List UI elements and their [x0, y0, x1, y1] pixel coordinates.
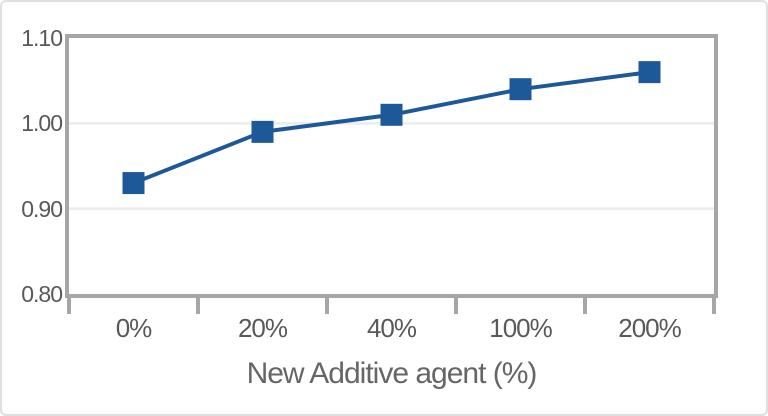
x-axis-tick-label: 100% — [489, 313, 553, 343]
data-series-line — [132, 70, 650, 185]
data-point-marker — [509, 78, 532, 101]
data-point-marker — [251, 120, 274, 143]
plot-frame — [65, 34, 718, 298]
x-axis-tick-label: 40% — [366, 313, 417, 343]
x-axis-tick-label: 20% — [237, 313, 288, 343]
x-axis-tick-label: 0% — [115, 313, 153, 343]
y-axis-tick-label: 1.10 — [21, 25, 63, 51]
data-point-marker — [638, 61, 661, 84]
x-axis-tick-label: 200% — [618, 313, 682, 343]
y-axis-tick-label: 0.90 — [21, 195, 63, 222]
x-axis-title: New Additive agent (%) — [246, 357, 538, 390]
y-axis-tick-label: 1.00 — [21, 110, 63, 137]
y-axis-tick-label: 0.80 — [21, 281, 63, 307]
data-point-marker — [380, 103, 403, 126]
data-point-marker — [122, 172, 145, 195]
